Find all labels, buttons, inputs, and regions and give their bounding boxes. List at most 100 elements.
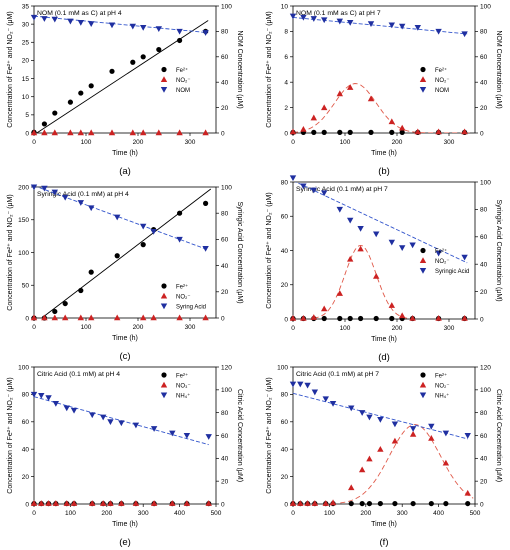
data-point [67, 129, 74, 136]
data-point [357, 245, 364, 252]
data-point [358, 410, 366, 416]
data-point [304, 500, 311, 506]
data-point [38, 392, 45, 399]
data-point [399, 23, 406, 30]
legend-label: NH₄⁺ [435, 392, 449, 399]
data-point [373, 231, 380, 238]
data-point [118, 420, 125, 427]
legend-marker [420, 372, 426, 378]
legend-label: Fe²⁺ [176, 67, 188, 74]
y-axis-label: Concentration of Fe²⁺ and NO₂⁻ (μM) [266, 192, 273, 308]
series-1 [290, 500, 471, 507]
chart-title: Citric Acid (0.1 mM) at pH 4 [37, 371, 120, 378]
y-tick-label: 10 [22, 94, 30, 101]
data-point [357, 226, 364, 232]
data-point [289, 381, 297, 388]
legend-marker [160, 303, 168, 310]
x-tick-label: 100 [81, 139, 92, 146]
data-point [311, 389, 319, 396]
legend-marker [419, 267, 427, 274]
legend-label: NO₂⁻ [435, 259, 450, 265]
data-point [399, 129, 405, 135]
data-point [129, 23, 136, 30]
chart-panel-4: 0 100 200 300 0 20 40 60 80 0 20 40 60 80 100 Time (h) C… [266, 175, 502, 363]
data-point [62, 314, 69, 321]
legend: Fe²⁺ NO₂⁻ Syring Acid [160, 283, 206, 310]
legend-marker [419, 381, 427, 388]
fit-lines [293, 392, 474, 504]
fit-lines [293, 16, 470, 133]
y2-tick-label: 80 [221, 211, 229, 218]
legend-label: NO₃⁻ [176, 383, 191, 389]
x-tick-label: 500 [470, 510, 481, 517]
data-point [70, 500, 78, 506]
x-axis-label: Time (h) [371, 336, 397, 343]
fit-line-gaussian [313, 244, 418, 319]
y2-tick-label: 100 [480, 179, 491, 186]
data-point [118, 500, 125, 506]
data-point [177, 37, 183, 44]
chart-panel-1: 0 100 200 300 0 5 10 15 20 25 30 35 0 20 40 60 80 100 Time… [7, 3, 243, 177]
data-point [329, 499, 337, 506]
data-point [388, 239, 395, 246]
x-tick-label: 300 [444, 139, 455, 146]
legend-label: NH₄⁺ [176, 392, 190, 399]
data-point [389, 129, 395, 135]
data-point [114, 314, 121, 321]
data-point [409, 430, 417, 437]
data-point [414, 128, 421, 135]
data-point [297, 381, 304, 388]
y-tick-label: 60 [22, 419, 30, 426]
data-point [202, 314, 209, 321]
data-point [41, 314, 48, 321]
data-point [289, 500, 297, 506]
data-point [155, 26, 162, 33]
y2-tick-label: 60 [480, 54, 488, 61]
legend-marker [420, 66, 426, 73]
y-tick-label: 80 [281, 392, 289, 399]
data-point [300, 125, 307, 132]
data-point [300, 314, 307, 321]
legend: Fe²⁺ NO₂⁻ NOM [160, 67, 191, 94]
data-point [388, 302, 395, 308]
chart-title: Syringic Acid (0.1 mM) at pH 7 [296, 186, 388, 193]
data-point [77, 19, 84, 26]
series-2 [289, 430, 471, 506]
y-tick-label: 0 [25, 130, 29, 137]
panel-label: (e) [119, 537, 131, 548]
y-tick-label: 4 [284, 80, 288, 87]
data-point [51, 129, 58, 136]
y2-tick-label: 0 [221, 315, 225, 322]
x-tick-label: 300 [397, 510, 408, 517]
panel-label: (f) [380, 537, 389, 548]
data-point [41, 16, 48, 22]
x-tick-label: 400 [174, 510, 185, 517]
y-tick-label: 5 [25, 112, 29, 119]
data-point [176, 236, 183, 243]
data-point [88, 21, 95, 27]
legend-label: NO₂⁻ [176, 78, 191, 84]
y-tick-label: 100 [18, 250, 29, 257]
data-point [30, 184, 38, 191]
data-point [435, 128, 442, 135]
x-tick-label: 100 [81, 324, 92, 331]
x-tick-label: 400 [433, 510, 444, 517]
data-point [461, 128, 468, 135]
x-tick-label: 200 [360, 510, 371, 517]
data-point [336, 90, 343, 97]
series-3 [289, 175, 468, 261]
y-axis-label: Concentration of Fe²⁺ and NO₂⁻ (μM) [7, 11, 14, 127]
y-tick-label: 2 [284, 105, 288, 112]
data-point [88, 83, 94, 89]
y2-tick-label: 100 [221, 387, 232, 394]
data-point [62, 300, 68, 307]
y2-tick-label: 20 [480, 105, 488, 112]
chart-panel-6: 0 100 200 300 400 500 0 20 40 60 80 100 0 20 40 60 80 100… [266, 364, 502, 548]
series-2 [30, 314, 209, 321]
data-point [88, 269, 94, 275]
x-tick-label: 200 [392, 325, 403, 332]
data-point [289, 13, 297, 20]
series-2 [30, 500, 212, 506]
x-tick-label: 0 [32, 324, 36, 331]
data-point [202, 129, 209, 136]
